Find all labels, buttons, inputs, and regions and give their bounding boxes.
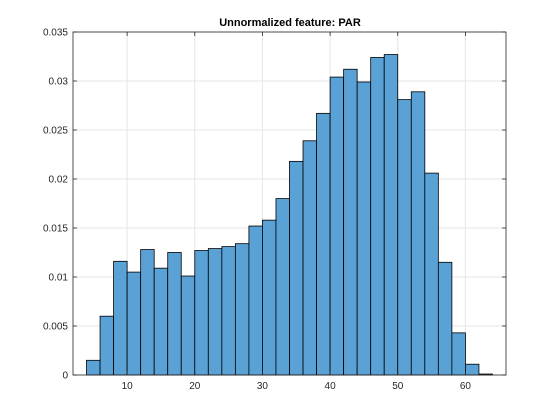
histogram-bar — [316, 112, 331, 376]
histogram-bar — [329, 76, 345, 376]
x-tick-label: 60 — [460, 381, 472, 392]
histogram-bar — [221, 246, 236, 376]
axes-box — [72, 31, 507, 376]
x-tick-label: 50 — [392, 381, 404, 392]
histogram-bar — [126, 271, 142, 376]
histogram-bar — [207, 248, 223, 376]
y-tick-label: 0.015 — [43, 224, 68, 235]
histogram-bar — [180, 275, 196, 376]
x-tick-label: 30 — [257, 381, 269, 392]
axes — [72, 31, 507, 376]
histogram-bar — [424, 172, 439, 376]
x-tick-label: 40 — [325, 381, 337, 392]
histogram-bar — [370, 57, 385, 376]
y-tick-label: 0.03 — [49, 77, 69, 88]
histogram-bar — [234, 243, 250, 376]
histogram-bar — [451, 332, 466, 376]
histogram-bar — [140, 249, 155, 376]
y-tick-label: 0.02 — [49, 175, 69, 186]
histogram-bar — [113, 260, 128, 376]
y-tick-label: 0.035 — [43, 28, 68, 39]
histogram-bars — [86, 54, 493, 376]
histogram-bar — [465, 363, 480, 376]
x-tick-label: 10 — [122, 381, 134, 392]
y-tick-label: 0.005 — [43, 322, 68, 333]
histogram-bar — [153, 267, 169, 376]
histogram-bar — [383, 54, 399, 376]
histogram-bar — [248, 225, 263, 376]
histogram-bar — [86, 359, 101, 376]
histogram-bar — [302, 140, 317, 376]
y-tick-label: 0.01 — [49, 273, 69, 284]
y-tick-label: 0.025 — [43, 126, 68, 137]
chart-title: Unnormalized feature: PAR — [219, 17, 361, 29]
histogram-bar — [167, 252, 182, 376]
histogram-bar — [343, 68, 358, 376]
histogram-bar — [194, 250, 209, 376]
histogram-bar — [275, 198, 290, 376]
x-tick-label: 20 — [189, 381, 201, 392]
histogram-bar — [397, 99, 412, 376]
y-tick-label: 0 — [62, 371, 68, 382]
histogram-bar — [289, 160, 304, 376]
histogram-bar — [437, 261, 453, 376]
histogram-bar — [356, 81, 372, 376]
histogram-bar — [99, 315, 114, 376]
histogram-bar — [262, 219, 277, 376]
tick-labels: 10 20 30 40 50 60 0 0.005 0.01 0.015 0.02 0.025 0.03… — [43, 28, 471, 393]
histogram-bar — [410, 91, 426, 376]
